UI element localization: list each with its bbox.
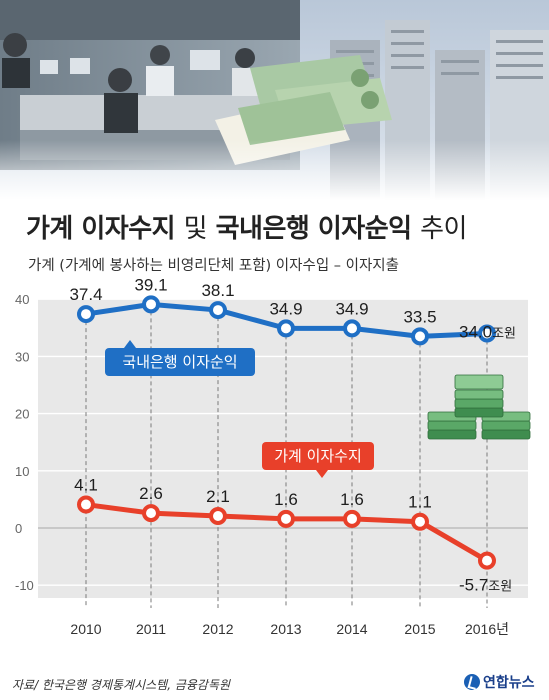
y-tick-label: 40 — [15, 292, 29, 307]
data-label: 39.1 — [134, 275, 167, 294]
y-tick-label: 20 — [15, 407, 29, 422]
yonhap-logo-icon — [464, 674, 480, 690]
data-label: -5.7조원 — [459, 576, 512, 595]
data-label: 4.1 — [74, 476, 98, 495]
data-point — [142, 504, 160, 523]
data-point — [478, 324, 496, 343]
y-tick-label: -10 — [15, 578, 34, 593]
data-label: 2.6 — [139, 484, 163, 503]
data-point — [411, 512, 429, 531]
data-point — [478, 551, 496, 570]
series-callout: 가계 이자수지 — [262, 442, 374, 478]
x-tick-label: 2011 — [136, 621, 166, 637]
chart-title: 가계 이자수지 및 국내은행 이자순익 추이 — [26, 208, 467, 245]
title-part4: 추이 — [420, 214, 467, 244]
chart-subtitle: 가계 (가계에 봉사하는 비영리단체 포함) 이자수입 – 이자지출 — [28, 258, 399, 274]
title-part1: 가계 이자수지 — [26, 214, 176, 244]
yonhap-logo: 연합뉴스 — [464, 672, 535, 692]
title-part2: 및 — [183, 214, 208, 244]
data-label: 34.9 — [269, 299, 302, 318]
y-tick-label: 30 — [15, 349, 29, 364]
data-point — [209, 301, 227, 320]
data-label: 34.0조원 — [459, 323, 516, 342]
title-part3: 국내은행 이자순익 — [215, 214, 412, 244]
series-name-label: 국내은행 이자순익 — [122, 353, 237, 371]
data-label: 33.5 — [403, 307, 436, 326]
data-label: 1.6 — [340, 490, 364, 509]
x-tick-label: 2016년 — [465, 621, 509, 637]
x-tick-label: 2013 — [270, 621, 301, 637]
money-stack-icon — [427, 374, 531, 440]
data-point — [343, 509, 361, 528]
data-point — [77, 495, 95, 514]
data-label: 38.1 — [201, 281, 234, 300]
data-label: 1.1 — [408, 493, 432, 512]
series-name-label: 가계 이자수지 — [274, 447, 362, 465]
data-label: 34.9 — [335, 299, 368, 318]
data-label: 1.6 — [274, 490, 298, 509]
data-point — [277, 509, 295, 528]
x-tick-label: 2010 — [70, 621, 101, 637]
data-point — [142, 295, 160, 314]
data-label: 2.1 — [206, 487, 230, 506]
y-tick-label: 10 — [15, 464, 29, 479]
x-tick-label: 2012 — [202, 621, 233, 637]
logo-text: 연합뉴스 — [483, 675, 535, 691]
data-point — [277, 319, 295, 338]
x-tick-label: 2014 — [336, 621, 367, 637]
data-point — [209, 506, 227, 525]
data-label: 37.4 — [69, 285, 102, 304]
x-tick-label: 2015 — [404, 621, 435, 637]
data-point — [343, 319, 361, 338]
series-callout: 국내은행 이자순익 — [105, 340, 255, 376]
y-tick-label: 0 — [15, 521, 22, 536]
photo-banner — [0, 0, 549, 200]
data-point — [411, 327, 429, 346]
source-note: 자료/ 한국은행 경제통계시스템, 금융감독원 — [12, 678, 231, 692]
data-point — [77, 305, 95, 324]
